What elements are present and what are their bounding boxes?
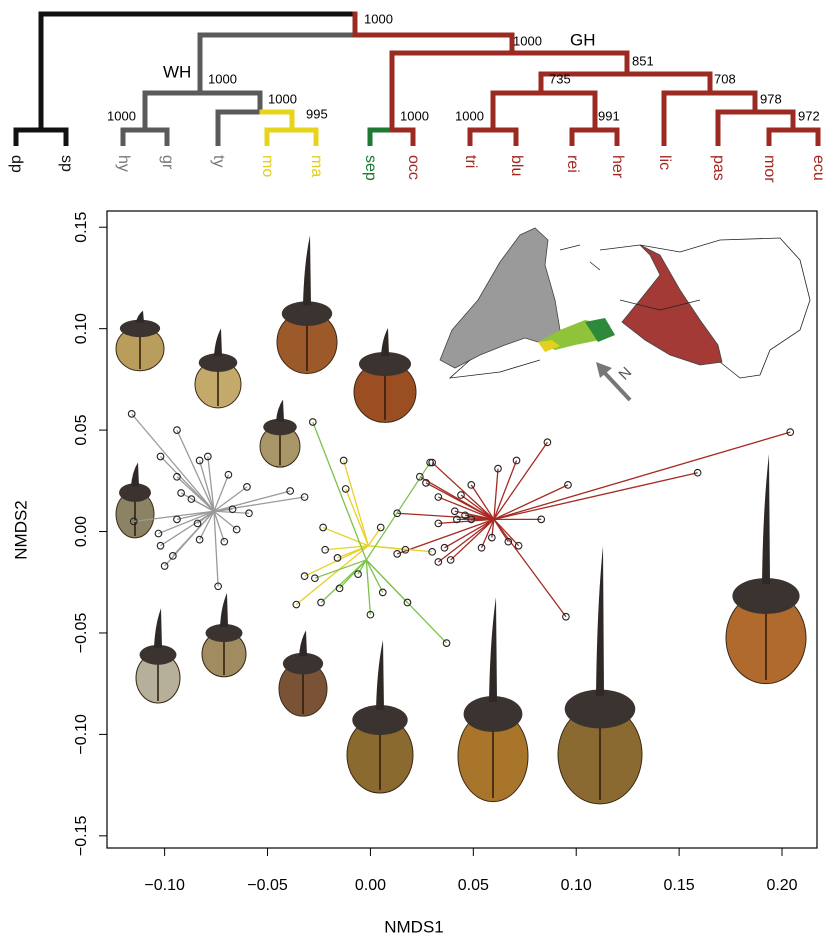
tip-label: mor — [761, 155, 778, 183]
beetle — [354, 328, 416, 422]
group-center — [213, 510, 215, 512]
tip-label: sp — [58, 155, 75, 172]
x-tick-label: −0.05 — [247, 877, 288, 894]
group-center — [367, 545, 369, 547]
spoke — [438, 519, 494, 562]
x-tick-label: 0.20 — [766, 877, 797, 894]
beetle-horn — [131, 462, 139, 486]
y-tick-label: −0.15 — [73, 815, 90, 856]
tip-label: mo — [259, 155, 276, 177]
beetle — [202, 593, 246, 677]
y-tick-label: 0.10 — [73, 313, 90, 344]
beetle — [260, 400, 300, 468]
bootstrap-label: 978 — [760, 91, 782, 106]
y-tick-label: 0.00 — [73, 516, 90, 547]
beetle-horn — [154, 608, 162, 648]
tip-label: blu — [508, 155, 525, 176]
beetle — [558, 546, 642, 804]
tip-label: gr — [159, 155, 176, 170]
bootstrap-label: 851 — [632, 53, 654, 68]
x-tick-label: 0.10 — [561, 877, 592, 894]
spoke — [445, 519, 494, 547]
beetle — [726, 454, 806, 684]
beetle-horn — [220, 593, 228, 627]
bootstrap-label: 991 — [598, 108, 620, 123]
y-axis-label: NMDS2 — [11, 500, 30, 560]
bootstrap-label: 1000 — [107, 108, 136, 123]
point — [443, 640, 450, 647]
beetle — [277, 235, 337, 373]
y-tick-label: −0.10 — [73, 714, 90, 755]
x-tick-label: 0.15 — [664, 877, 695, 894]
spoke — [177, 430, 214, 511]
bootstrap-label: 995 — [306, 106, 328, 121]
beetle-horn — [762, 454, 770, 584]
beetle-horn — [299, 630, 307, 656]
clade-label: WH — [163, 62, 191, 81]
beetle — [458, 597, 528, 802]
bootstrap-label: 735 — [549, 71, 571, 86]
tip-label: hy — [115, 155, 132, 172]
spoke — [397, 519, 494, 553]
tip-label: ecu — [810, 155, 827, 181]
tip-label: dp — [8, 155, 25, 173]
beetle — [116, 462, 154, 537]
beetle-horn — [214, 328, 222, 356]
beetle-horn — [381, 328, 389, 356]
x-tick-label: 0.05 — [458, 877, 489, 894]
beetle-horn — [596, 546, 604, 696]
spoke — [451, 519, 494, 560]
scatter-marks — [128, 411, 793, 647]
bootstrap-label: 1000 — [513, 33, 542, 48]
page: {"tree": {"tips": ["dp", "sp", "hy", "gr… — [0, 0, 828, 948]
tip-label: lic — [656, 155, 673, 170]
spoke — [366, 560, 407, 603]
beetle-horn — [136, 311, 144, 323]
tip-label: her — [609, 155, 626, 179]
y-tick-label: −0.05 — [73, 613, 90, 654]
spoke — [494, 432, 790, 519]
spoke — [313, 422, 367, 560]
tip-label: sep — [362, 155, 379, 181]
clade-label: GH — [570, 30, 596, 49]
tip-label: ma — [308, 155, 325, 177]
beetle — [136, 608, 180, 703]
tip-label: ty — [210, 155, 227, 167]
bootstrap-label: 1000 — [364, 11, 393, 26]
x-axis-label: NMDS1 — [384, 917, 444, 936]
range-gh — [622, 245, 722, 365]
y-tick-label: 0.15 — [73, 212, 90, 243]
x-tick-label: 0.00 — [355, 877, 386, 894]
group-center — [493, 518, 495, 520]
beetle — [347, 640, 413, 793]
phylogeny: dp sp hy gr ty mo ma sep occ tri blu rei her lic pas mo… — [0, 0, 827, 183]
beetle-horn — [276, 400, 284, 422]
figure: NMDS1 NMDS2 N dp sp hy gr ty mo ma sep occ tri blu… — [0, 0, 828, 943]
beetle-horn — [303, 235, 311, 305]
x-tick-label: −0.10 — [144, 877, 185, 894]
range-map: N — [440, 228, 810, 400]
tip-label: tri — [462, 155, 479, 168]
spoke — [368, 546, 432, 552]
tip-label: pas — [710, 155, 727, 181]
bootstrap-label: 708 — [714, 71, 736, 86]
tip-label: occ — [405, 155, 422, 180]
bootstrap-label: 1000 — [455, 108, 484, 123]
group-center — [365, 559, 367, 561]
tip-label: rei — [564, 155, 581, 173]
bootstrap-label: 972 — [798, 108, 820, 123]
spoke — [494, 519, 566, 616]
bootstrap-label: 1000 — [208, 71, 237, 86]
beetle — [195, 328, 241, 407]
beetle-horn — [489, 597, 497, 702]
beetle-horn — [376, 640, 384, 710]
north-label: N — [616, 364, 636, 384]
spoke — [494, 442, 548, 519]
beetle — [116, 311, 164, 371]
y-tick-label: 0.05 — [73, 414, 90, 445]
bootstrap-label: 1000 — [268, 91, 297, 106]
beetle — [279, 630, 327, 716]
bootstrap-label: 1000 — [400, 108, 429, 123]
spoke — [494, 473, 698, 520]
